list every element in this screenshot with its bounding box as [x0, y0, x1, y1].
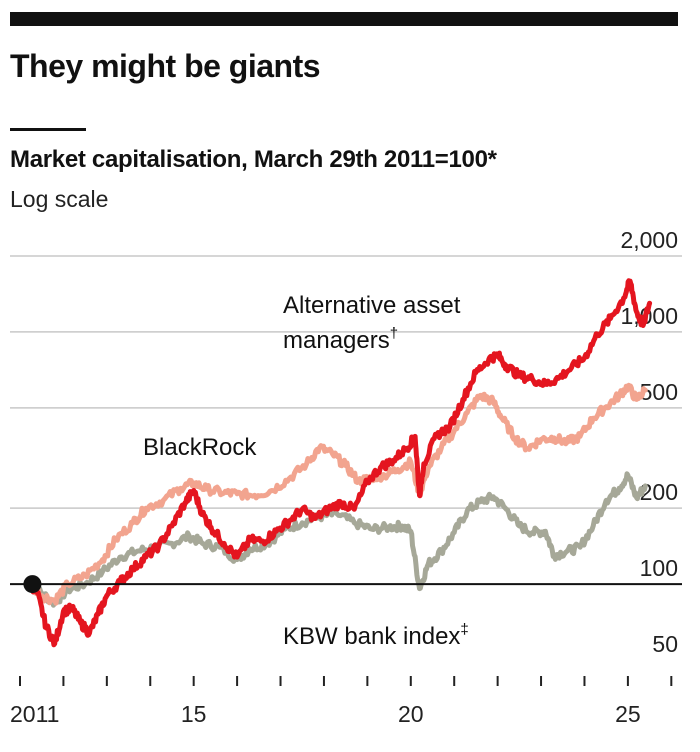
- label-blackrock: BlackRock: [143, 434, 257, 461]
- series-line-blackrock: [27, 382, 648, 606]
- y-tick-label: 50: [652, 631, 678, 657]
- chart-subtitle: Market capitalisation, March 29th 2011=1…: [10, 146, 497, 173]
- series-line-alternative-asset-managers: [27, 278, 653, 648]
- label-alternative-cont: managers†: [283, 325, 398, 354]
- chart-title: They might be giants: [10, 48, 321, 84]
- x-tick-label: 20: [398, 701, 424, 727]
- x-tick-label: 25: [615, 701, 641, 727]
- y-tick-label: 100: [640, 555, 678, 581]
- scale-note: Log scale: [10, 186, 109, 212]
- label-kbw: KBW bank index‡: [283, 621, 469, 650]
- label-alternative: Alternative asset: [283, 292, 461, 319]
- series-line-kbw-bank-index: [27, 471, 648, 608]
- x-tick-label: 15: [181, 701, 207, 727]
- title-rule: [10, 128, 86, 131]
- top-bar: [10, 12, 678, 26]
- x-tick-label: 2011: [10, 701, 59, 727]
- start-point: [23, 575, 42, 594]
- y-tick-label: 2,000: [620, 227, 678, 253]
- y-tick-label: 200: [640, 479, 678, 505]
